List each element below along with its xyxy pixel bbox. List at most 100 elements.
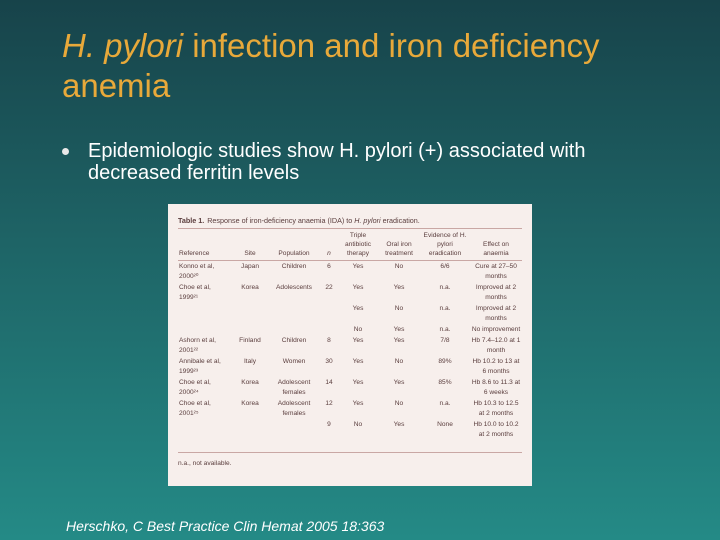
table-cell: Hb 10.0 to 10.2 at 2 months [473, 421, 519, 438]
table-cell: 6/6 [440, 263, 450, 270]
table-cell: Choe et al, 2000²⁴ [179, 379, 211, 396]
table-cell: n.a. [439, 305, 451, 312]
table-cell: No [394, 358, 404, 365]
table-number: Table 1. [178, 216, 205, 225]
table-cell: 85% [438, 379, 452, 386]
table-cell: No [394, 305, 404, 312]
table-cell: Ashorn et al, 2001²² [179, 337, 217, 354]
table-cell: Japan [241, 263, 259, 270]
table-cell: Yes [352, 263, 364, 270]
table-cell [268, 303, 320, 324]
table-row: 9 No Yes None Hb 10.0 to 10.2 at 2 months [178, 419, 522, 440]
table-cell: Hb 8.6 to 11.3 at 6 weeks [471, 379, 521, 396]
table-footnote: n.a., not available. [178, 452, 522, 467]
table-cell: Korea [241, 284, 259, 291]
table-cell: 30 [325, 358, 333, 365]
table-cell [178, 303, 232, 324]
table-header: Oral iron treatment [378, 231, 420, 261]
bullet-dot-icon [62, 148, 69, 155]
table-cell: Konno et al, 2000²⁰ [179, 263, 215, 280]
table-row: Annibale et al, 1999²³ Italy Women 30 Yes No 8… [178, 356, 522, 377]
table-row: No Yes n.a. No improvement [178, 324, 522, 335]
table-cell: Yes [352, 284, 364, 291]
citation: Herschko, C Best Practice Clin Hemat 200… [66, 518, 385, 534]
table-cell: 9 [327, 421, 331, 428]
table-cell: Adolescents [276, 284, 312, 291]
table-header: n [320, 231, 338, 261]
slide-title-rest: infection and iron deficiency anemia [62, 27, 600, 104]
table-cell [232, 324, 268, 335]
table-cell: Cure at 27–50 months [475, 263, 517, 280]
table-header: Population [268, 231, 320, 261]
table-header: Effect on anaemia [470, 231, 522, 261]
table-caption-post: eradication. [380, 216, 420, 225]
table-cell: Italy [243, 358, 257, 365]
table-cell: 8 [327, 337, 331, 344]
table-cell: No [353, 421, 363, 428]
table-header-row: Reference Site Population n Triple antib… [178, 231, 522, 261]
table-header: Evidence of H. pylori eradication [420, 231, 470, 261]
table-caption-pre: Response of iron-deficiency anaemia (IDA… [207, 216, 355, 225]
table-cell: No [353, 326, 363, 333]
table-cell: Yes [352, 358, 364, 365]
table-cell: Hb 10.2 to 13 at 6 months [472, 358, 520, 375]
table-row: Choe et al, 1999²¹ Korea Adolescents 22 Yes Y… [178, 282, 522, 303]
table-cell: Improved at 2 months [475, 305, 517, 322]
table-cell: 22 [325, 284, 333, 291]
table-cell: Korea [241, 379, 259, 386]
table-cell: Women [282, 358, 306, 365]
table-cell: Annibale et al, 1999²³ [179, 358, 221, 375]
table-cell: 89% [438, 358, 452, 365]
table-cell: Yes [393, 284, 405, 291]
table-cell [268, 324, 320, 335]
table-row: Choe et al, 2001²⁵ Korea Adolescent female… [178, 398, 522, 419]
table-cell: Improved at 2 months [475, 284, 517, 301]
table-cell [320, 324, 338, 335]
table-cell: Yes [352, 400, 364, 407]
table-cell: Hb 7.4–12.0 at 1 month [471, 337, 521, 354]
table-header: Reference [178, 231, 232, 261]
table-cell: No improvement [471, 326, 521, 333]
table-cell: Korea [241, 400, 259, 407]
table-cell: 7/8 [440, 337, 450, 344]
table-cell: Choe et al, 2001²⁵ [179, 400, 211, 417]
table-cell: Yes [393, 421, 405, 428]
table-cell: Hb 10.3 to 12.5 at 2 months [473, 400, 519, 417]
bullet-item: Epidemiologic studies show H. pylori (+)… [62, 140, 682, 184]
table-cell: Yes [352, 305, 364, 312]
table-cell [320, 303, 338, 324]
slide-title: H. pylori infection and iron deficiency … [62, 26, 682, 106]
table-cell: Adolescent females [277, 379, 311, 396]
table-caption-em: H. pylori [354, 216, 381, 225]
table-caption: Table 1. Response of iron-deficiency anae… [178, 216, 522, 229]
table-cell: Yes [352, 379, 364, 386]
table-cell: Children [281, 337, 307, 344]
table-cell: No [394, 400, 404, 407]
table-row: Choe et al, 2000²⁴ Korea Adolescent female… [178, 377, 522, 398]
table-cell: n.a. [439, 400, 451, 407]
table-header: Site [232, 231, 268, 261]
table-cell [178, 324, 232, 335]
table-cell: Adolescent females [277, 400, 311, 417]
table-cell: None [437, 421, 453, 428]
table-cell: n.a. [439, 284, 451, 291]
table-cell: n.a. [439, 326, 451, 333]
table-cell: Yes [393, 379, 405, 386]
table-cell [178, 419, 232, 440]
table-cell: 12 [325, 400, 333, 407]
slide-title-italic: H. pylori [62, 27, 184, 64]
table-cell: 6 [327, 263, 331, 270]
table-cell [232, 303, 268, 324]
table-cell: 14 [325, 379, 333, 386]
table-cell: Yes [352, 337, 364, 344]
table-cell: No [394, 263, 404, 270]
table-row: Yes No n.a. Improved at 2 months [178, 303, 522, 324]
table-cell [232, 419, 268, 440]
table-header: Triple antibiotic therapy [338, 231, 378, 261]
table-cell: Choe et al, 1999²¹ [179, 284, 211, 301]
table-cell: Yes [393, 326, 405, 333]
table-cell: Yes [393, 337, 405, 344]
table-row: Konno et al, 2000²⁰ Japan Children 6 Yes No 6/… [178, 261, 522, 283]
table-image: Table 1. Response of iron-deficiency anae… [168, 204, 532, 486]
table-row: Ashorn et al, 2001²² Finland Children 8 Yes Y… [178, 335, 522, 356]
